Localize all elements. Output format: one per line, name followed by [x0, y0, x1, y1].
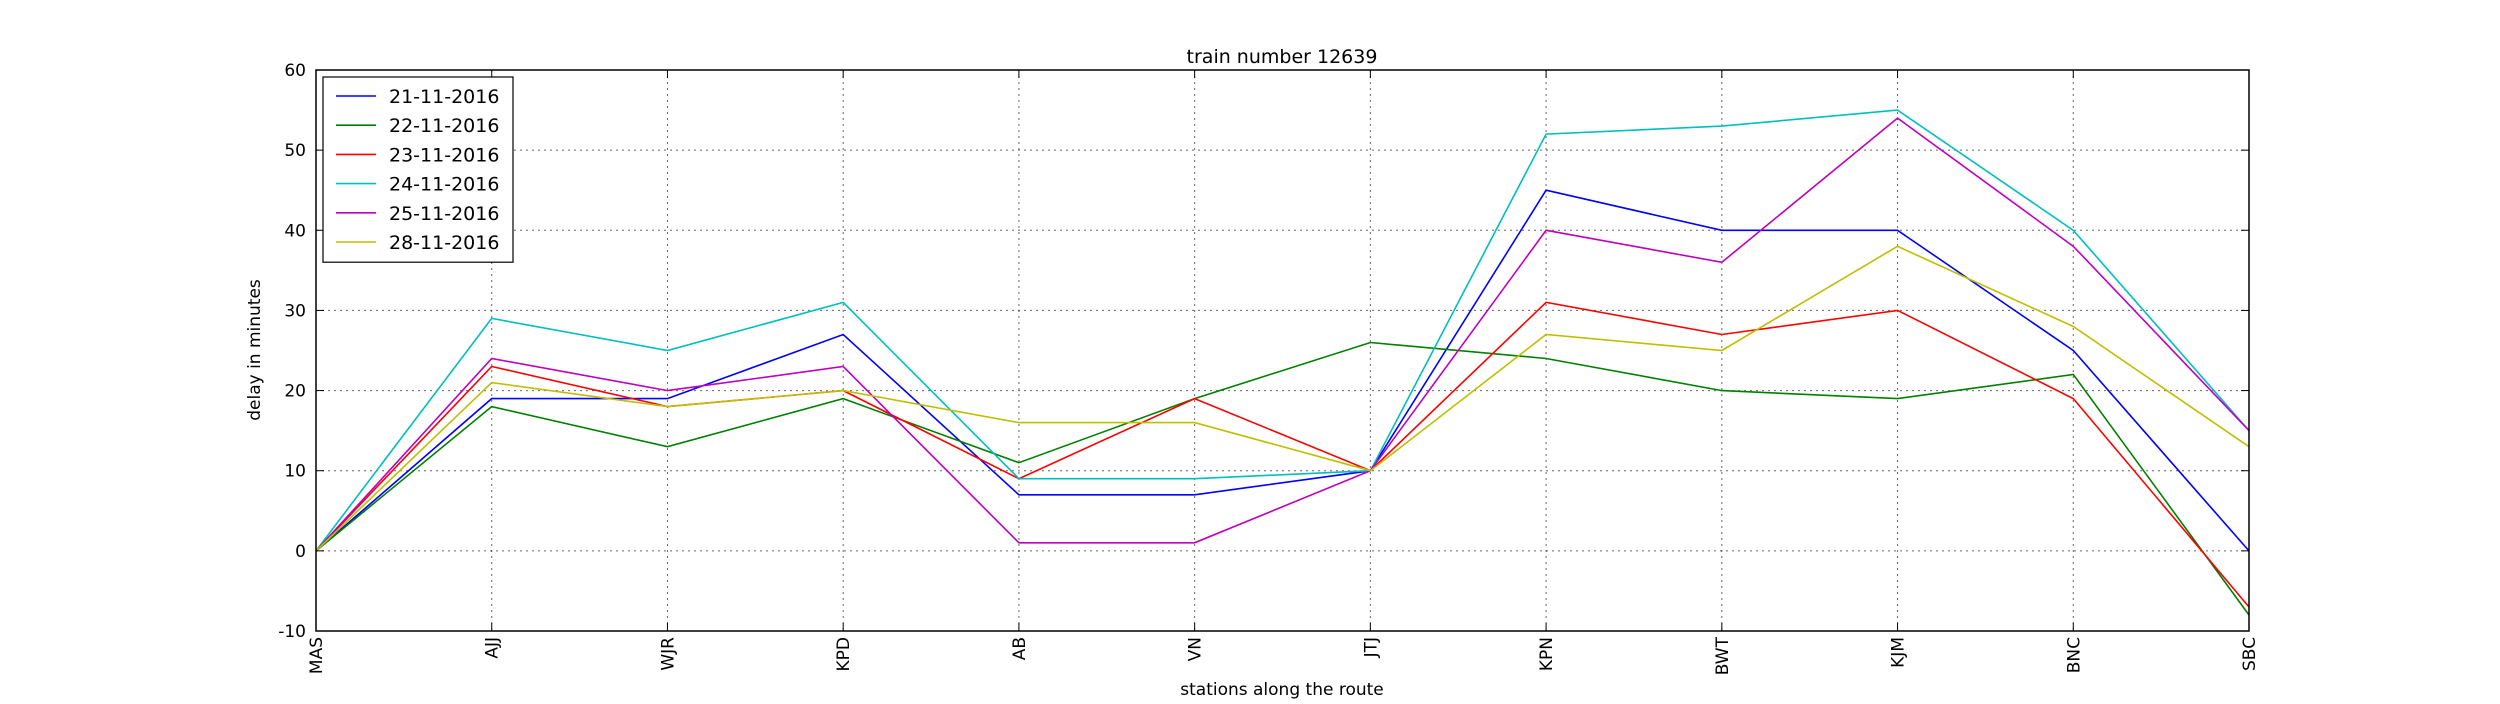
axis-ticks: -10 0 10 20 30 40 50 60 MAS AJJ WJR KPD AB VN JTJ KPN BW…: [278, 61, 2260, 675]
x-tick-label: AJJ: [483, 637, 503, 659]
y-tick-label: 30: [284, 301, 306, 321]
series-line: [315, 341, 2250, 616]
legend-label: 22-11-2016: [389, 115, 499, 137]
y-tick-label: 0: [295, 542, 306, 562]
chart-title: train number 12639: [1187, 46, 1378, 68]
series-line: [315, 301, 2250, 608]
legend-box: [322, 76, 514, 263]
series-line: [315, 245, 2250, 552]
y-tick-label: 10: [284, 462, 306, 482]
x-axis-label: stations along the route: [1180, 680, 1384, 700]
y-tick-label: 40: [284, 221, 306, 241]
x-tick-label: KJM: [1889, 637, 1909, 668]
y-tick-label: 50: [284, 141, 306, 161]
x-tick-label: BNC: [2064, 637, 2084, 673]
y-tick-label: -10: [278, 622, 306, 642]
plot-frame: [315, 69, 2250, 632]
y-axis-label: delay in minutes: [245, 279, 265, 421]
series-line: [315, 117, 2250, 552]
x-tick-label: MAS: [307, 637, 327, 674]
x-tick-label: KPN: [1537, 637, 1557, 671]
series-line: [315, 189, 2250, 552]
grid-lines: [316, 70, 2249, 631]
legend-label: 28-11-2016: [389, 232, 499, 254]
x-tick-label: AB: [1010, 637, 1030, 660]
legend-label: 24-11-2016: [389, 174, 499, 196]
legend-label: 25-11-2016: [389, 203, 499, 225]
x-tick-label: VN: [1186, 637, 1206, 661]
legend-label: 21-11-2016: [389, 86, 499, 108]
x-tick-label: BWT: [1713, 636, 1733, 675]
series-line: [315, 109, 2250, 552]
y-tick-label: 20: [284, 382, 306, 402]
series-lines: [315, 109, 2250, 616]
x-tick-label: KPD: [834, 637, 854, 672]
x-tick-label: WJR: [658, 637, 678, 671]
y-tick-label: 60: [284, 61, 306, 81]
legend: 21-11-2016 22-11-2016 23-11-2016 24-11-2016…: [322, 76, 514, 263]
x-tick-label: SBC: [2240, 637, 2260, 671]
x-tick-label: JTJ: [1361, 637, 1381, 658]
legend-label: 23-11-2016: [389, 144, 499, 166]
